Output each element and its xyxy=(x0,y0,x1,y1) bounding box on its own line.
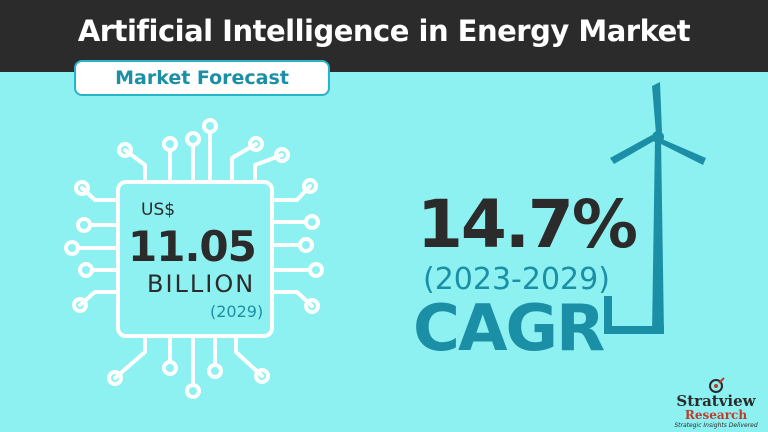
page-title: Artificial Intelligence in Energy Market xyxy=(77,14,691,48)
cagr-period: (2023-2029) xyxy=(423,262,610,297)
market-value: 11.05 xyxy=(128,222,257,271)
market-year: (2029) xyxy=(210,302,264,321)
market-forecast-label: Market Forecast xyxy=(115,67,289,89)
brand-name: Stratview xyxy=(676,392,756,410)
stratview-logo-icon xyxy=(709,377,725,393)
market-unit: BILLION xyxy=(147,270,256,298)
brand-tagline: Strategic Insights Delivered xyxy=(674,422,758,429)
market-forecast-badge: Market Forecast xyxy=(74,60,330,96)
cagr-value: 14.7% xyxy=(417,186,638,263)
cagr-label: CAGR xyxy=(413,292,605,366)
brand-sub: Research xyxy=(684,408,748,422)
stratview-logo: Stratview Research Strategic Insights De… xyxy=(666,376,766,429)
currency-label: US$ xyxy=(141,200,176,220)
